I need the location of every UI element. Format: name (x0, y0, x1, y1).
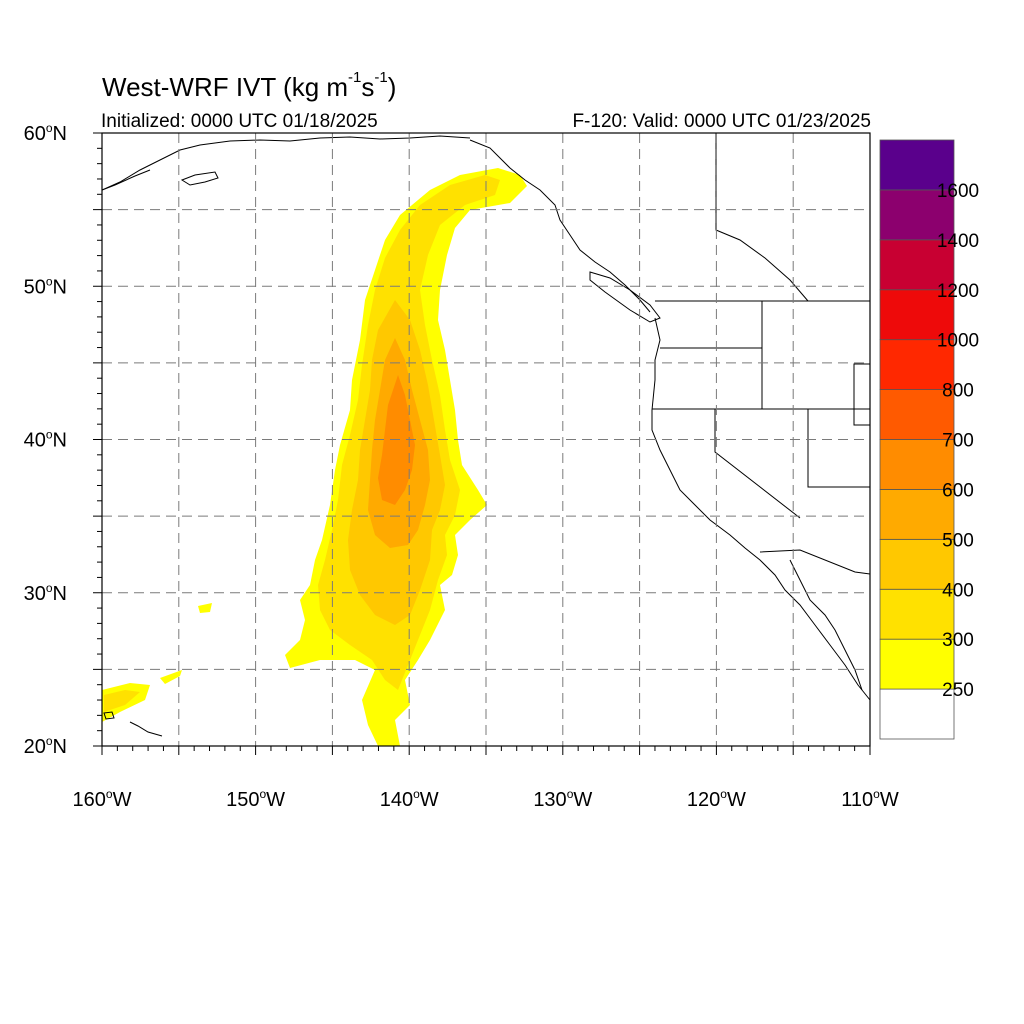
colorbar-level-label: 300 (942, 630, 974, 651)
colorbar-swatch (879, 688, 955, 740)
hawaii-island (103, 711, 115, 720)
colorbar-level-label: 1400 (937, 231, 979, 252)
canada-meridian (715, 133, 809, 302)
kodiak-island (180, 171, 219, 186)
colorbar-swatch (879, 189, 955, 241)
baja-gulf-coast (789, 559, 863, 691)
colorbar-level-label: 1200 (937, 281, 979, 302)
initialized-label: Initialized: 0000 UTC 01/18/2025 (101, 111, 378, 132)
colorbar-swatch (879, 139, 955, 191)
tick-label: 20oN (24, 734, 67, 758)
colorbar-level-label: 700 (942, 431, 974, 452)
tick-label: 150oW (226, 787, 285, 811)
colorbar-level-label: 800 (942, 381, 974, 402)
colorbar: 250 300 400 500 600 700 800 1000 1200 1400 1600 (879, 139, 979, 740)
colorbar-swatch (879, 339, 955, 390)
tick-label: 140oW (380, 787, 439, 811)
latitude-labels: 20oN 30oN 40oN 50oN 60oN (24, 121, 67, 758)
ivt-speckle (198, 603, 212, 613)
colorbar-swatch (879, 489, 955, 540)
hawaii-chain (129, 721, 163, 737)
ivt-speckle (160, 670, 182, 684)
west-coast (651, 317, 870, 701)
colorbar-level-label: 500 (942, 530, 974, 551)
tick-label: 120oW (687, 787, 746, 811)
colorbar-swatch (879, 638, 955, 690)
ivt-plume (102, 168, 527, 746)
tick-label: 50oN (24, 274, 67, 298)
mexico-border (759, 549, 870, 575)
chart-title: West-WRF IVT (kg m-1s-1) (102, 69, 397, 102)
tick-label: 110oW (841, 787, 899, 811)
valid-time-label: F-120: Valid: 0000 UTC 01/23/2025 (572, 111, 871, 132)
ivt-contour-hawaii-core (104, 690, 140, 712)
utah-border (807, 409, 870, 488)
alaska-coastline (102, 135, 471, 191)
colorbar-level-label: 1000 (937, 331, 979, 352)
colorbar-level-label: 400 (942, 580, 974, 601)
colorbar-level-label: 600 (942, 480, 974, 501)
colorbar-swatch (879, 289, 955, 341)
wy-border (853, 363, 870, 426)
colorbar-swatch (879, 439, 955, 490)
nevada-border (714, 409, 801, 519)
colorbar-swatch (879, 389, 955, 440)
colorbar-swatch (879, 538, 955, 590)
axis-ticks (93, 132, 871, 755)
tick-label: 30oN (24, 581, 67, 605)
vancouver-island (589, 271, 661, 323)
tick-label: 160oW (73, 787, 132, 811)
alaska-peninsula (102, 169, 151, 191)
colorbar-level-label: 1600 (937, 181, 979, 202)
tick-label: 60oN (24, 121, 67, 145)
coastlines-and-borders (102, 133, 870, 737)
colorbar-level-label: 250 (942, 680, 974, 701)
tick-label: 130oW (533, 787, 592, 811)
tick-label: 40oN (24, 428, 67, 452)
panhandle-coast (469, 139, 651, 313)
longitude-labels: 160oW 150oW 140oW 130oW 120oW 110oW (73, 787, 899, 811)
gridlines (102, 133, 870, 746)
colorbar-swatch (879, 239, 955, 291)
